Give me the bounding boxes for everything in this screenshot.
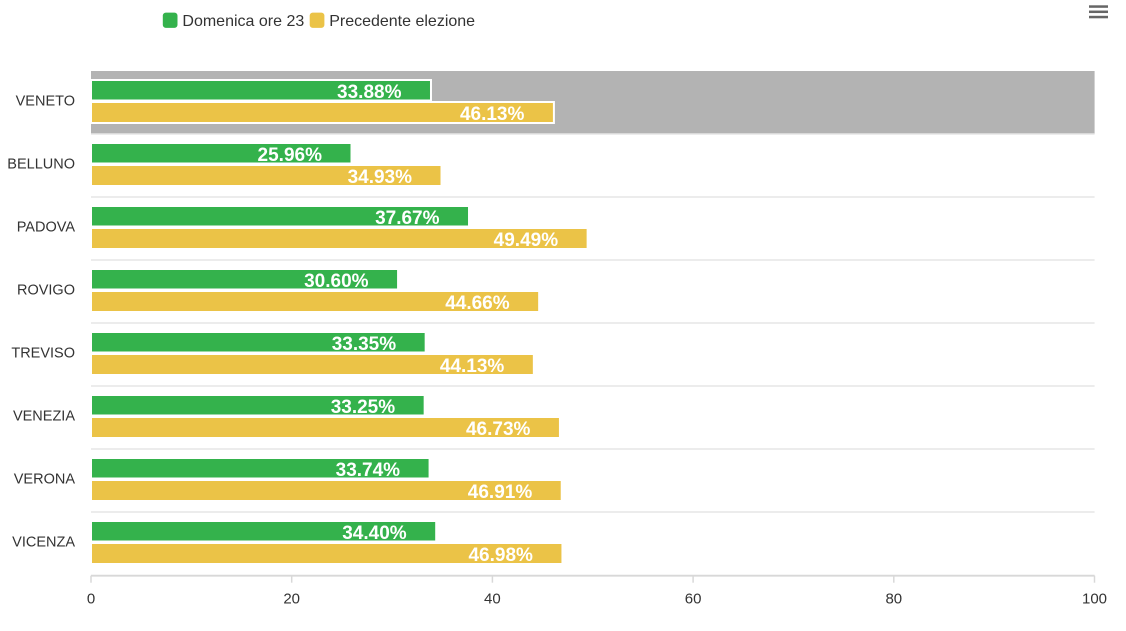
svg-text:BELLUNO: BELLUNO (7, 156, 75, 172)
svg-text:37.67%: 37.67% (375, 208, 440, 229)
svg-text:TREVISO: TREVISO (11, 345, 75, 361)
svg-text:Domenica ore 23: Domenica ore 23 (182, 13, 304, 30)
svg-text:46.13%: 46.13% (460, 104, 525, 125)
svg-text:PADOVA: PADOVA (17, 219, 76, 235)
svg-text:60: 60 (685, 591, 702, 608)
svg-text:20: 20 (283, 591, 300, 608)
svg-text:33.35%: 33.35% (332, 334, 397, 355)
svg-text:VERONA: VERONA (14, 471, 76, 487)
svg-text:46.98%: 46.98% (468, 545, 533, 566)
svg-text:100: 100 (1082, 591, 1107, 608)
svg-text:0: 0 (87, 591, 95, 608)
svg-text:44.66%: 44.66% (445, 293, 510, 314)
svg-text:33.25%: 33.25% (331, 397, 396, 418)
svg-text:25.96%: 25.96% (258, 145, 323, 166)
svg-text:40: 40 (484, 591, 501, 608)
svg-text:34.40%: 34.40% (342, 523, 407, 544)
svg-text:34.93%: 34.93% (348, 167, 413, 188)
svg-text:46.73%: 46.73% (466, 419, 531, 440)
svg-text:49.49%: 49.49% (494, 230, 559, 251)
svg-text:33.88%: 33.88% (337, 82, 402, 103)
svg-text:80: 80 (885, 591, 902, 608)
svg-text:ROVIGO: ROVIGO (17, 282, 75, 298)
svg-text:33.74%: 33.74% (336, 460, 401, 481)
svg-text:Precedente elezione: Precedente elezione (329, 13, 475, 30)
svg-text:46.91%: 46.91% (468, 482, 533, 503)
svg-text:VENEZIA: VENEZIA (13, 408, 75, 424)
svg-text:VENETO: VENETO (16, 93, 75, 109)
svg-text:44.13%: 44.13% (440, 356, 505, 377)
svg-text:VICENZA: VICENZA (12, 534, 75, 550)
svg-text:30.60%: 30.60% (304, 271, 369, 292)
